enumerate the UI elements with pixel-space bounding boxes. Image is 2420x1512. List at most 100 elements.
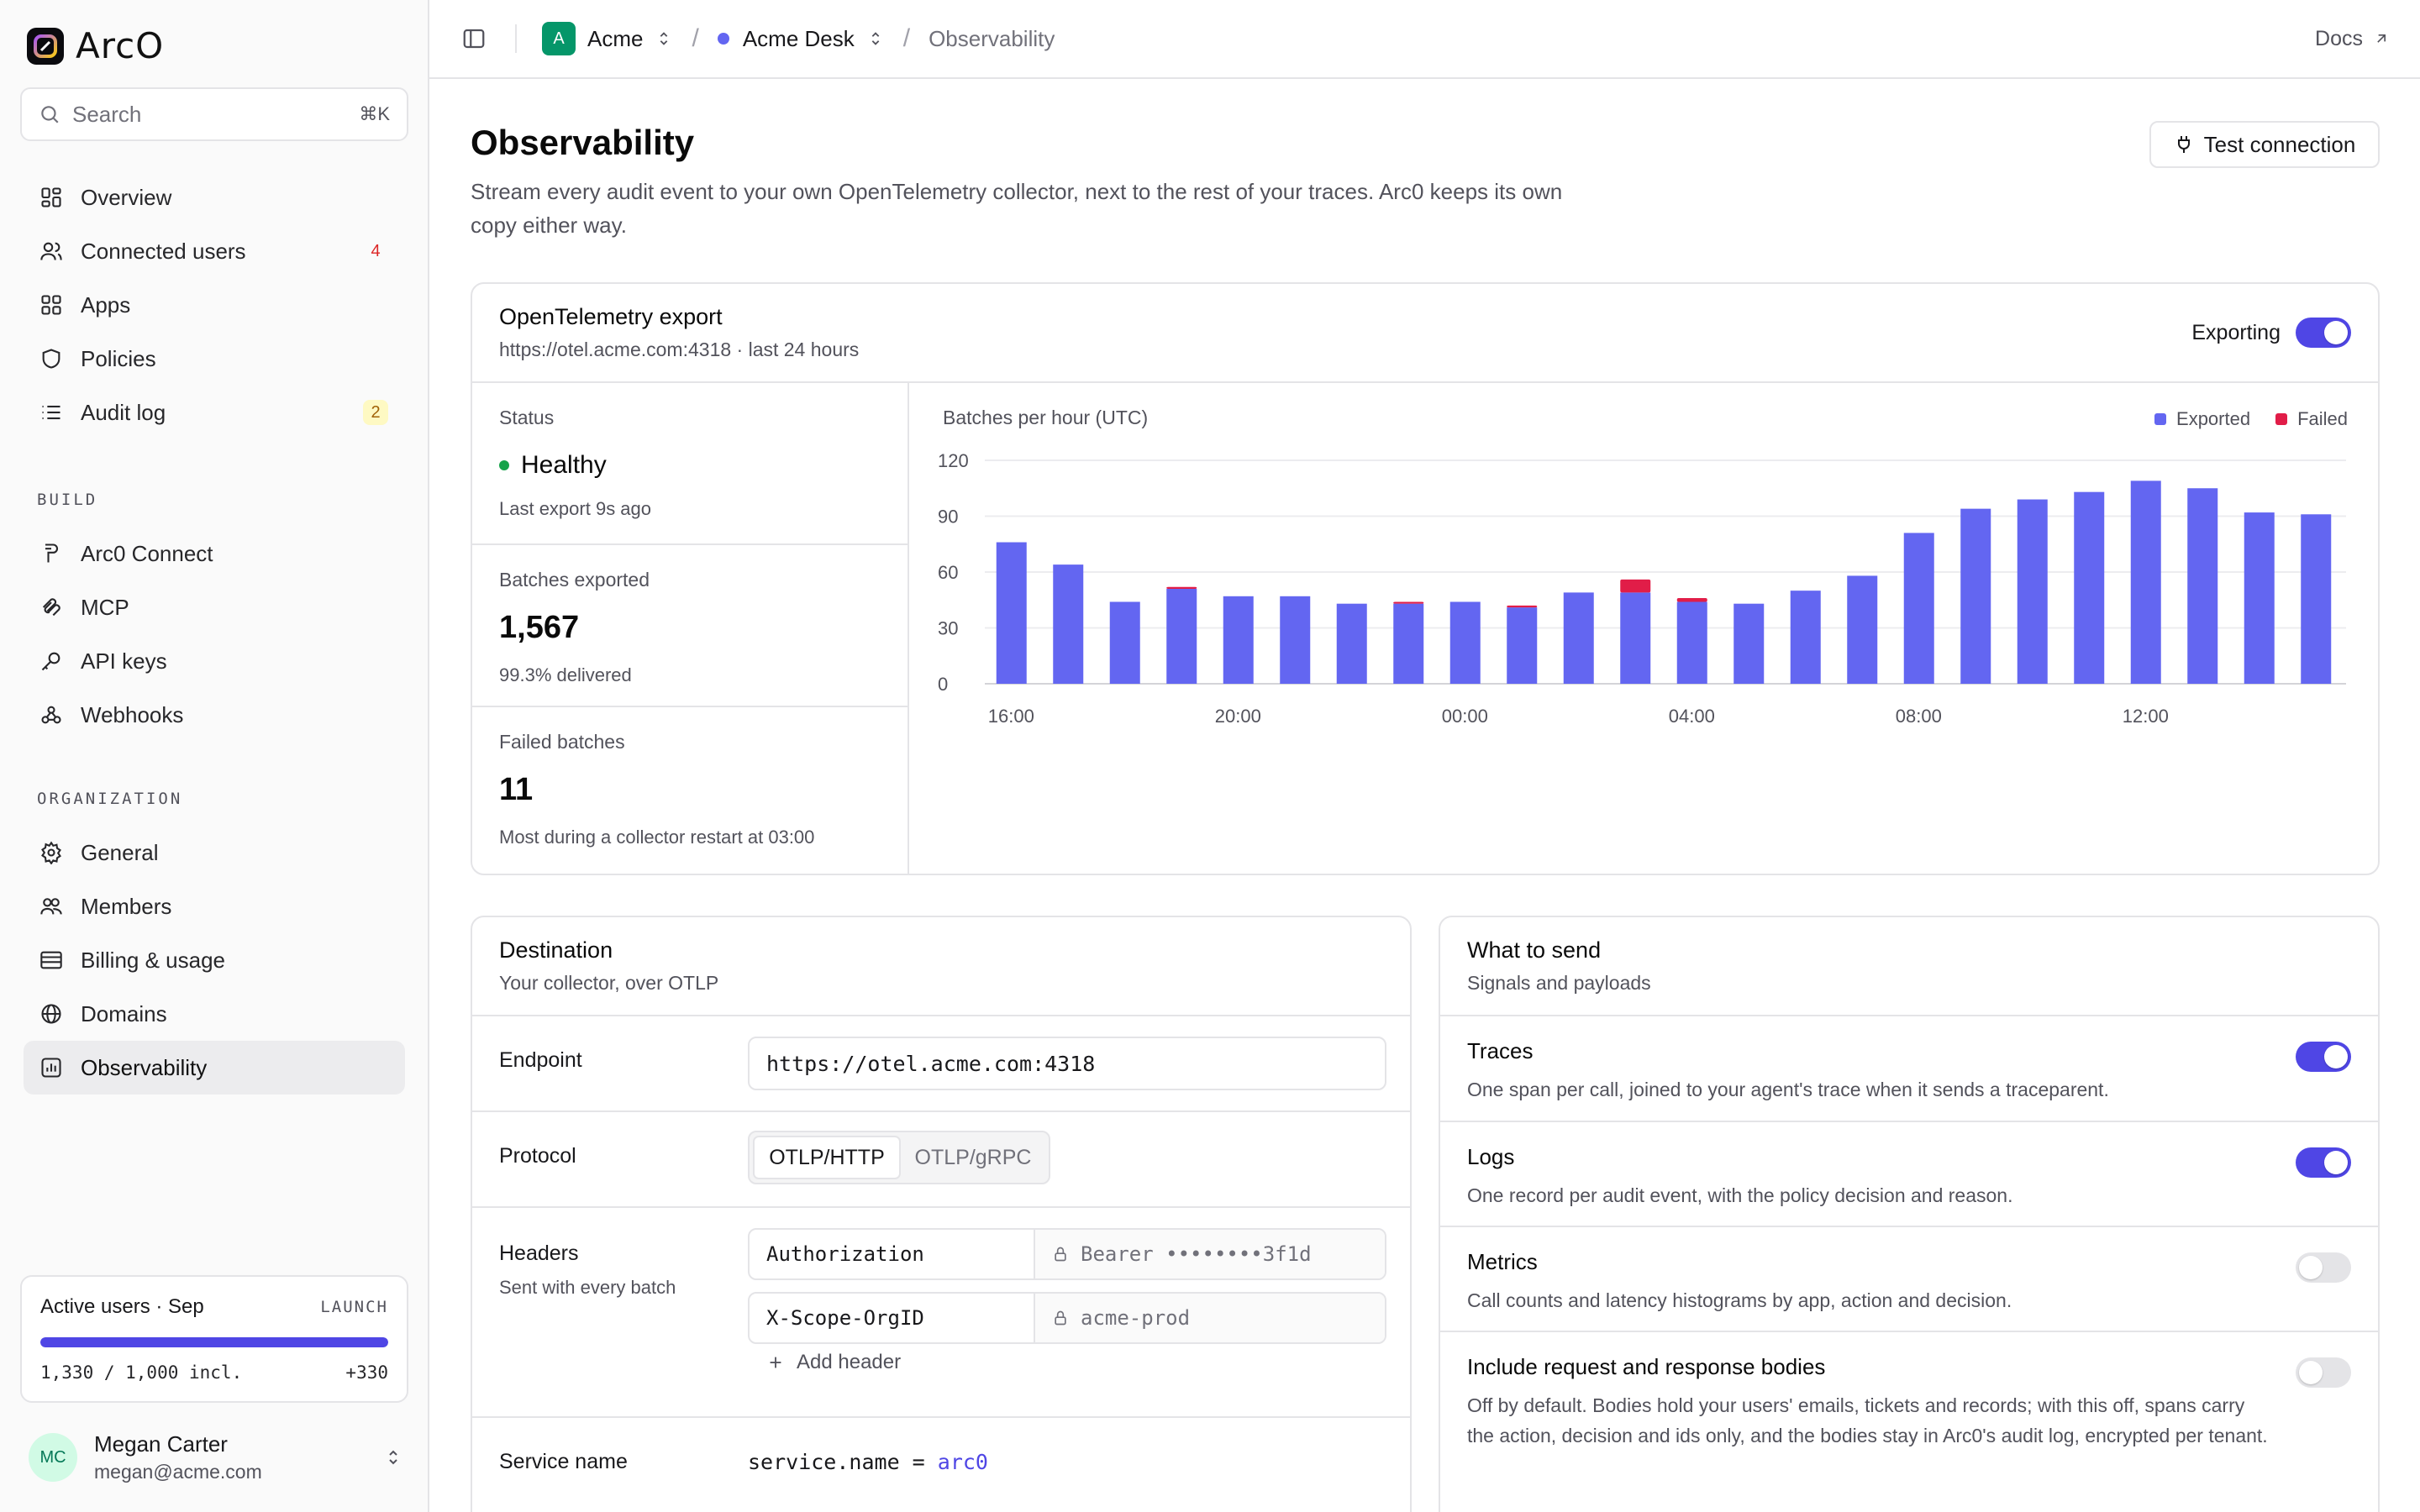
signal-title: Metrics <box>1467 1249 1538 1274</box>
sidebar: ArcO Search ⌘K Overview Connected users … <box>0 0 429 1512</box>
usage-card[interactable]: Active users · Sep LAUNCH 1,330 / 1,000 … <box>20 1275 408 1403</box>
avatar: MC <box>29 1433 77 1482</box>
signal-description: Off by default. Bodies hold your users' … <box>1467 1394 2268 1446</box>
users-icon <box>39 239 64 264</box>
signal-row-metrics: Metrics Call counts and latency histogra… <box>1440 1227 2378 1332</box>
breadcrumb: A Acme / Acme Desk / Observability <box>542 22 1055 55</box>
topbar: A Acme / Acme Desk / Observability Docs <box>429 0 2420 79</box>
plug-icon <box>2177 136 2190 153</box>
bar-exported <box>2187 488 2218 684</box>
build-nav: Arc0 Connect MCP API keys Webhooks <box>24 527 405 742</box>
sidebar-item-webhooks[interactable]: Webhooks <box>24 688 405 742</box>
bar-exported <box>1847 575 1878 684</box>
signal-row-bodies: Include request and response bodies Off … <box>1440 1332 2378 1512</box>
docs-link[interactable]: Docs <box>2315 27 2390 51</box>
divider <box>515 24 517 53</box>
logo[interactable]: ArcO <box>27 25 164 66</box>
add-header-button[interactable]: Add header <box>766 1351 901 1374</box>
breadcrumb-org[interactable]: Acme <box>587 25 644 51</box>
sidebar-item-label: Webhooks <box>81 701 184 727</box>
lock-icon <box>1055 1310 1066 1326</box>
bodies-toggle[interactable] <box>2296 1357 2351 1388</box>
sidebar-item-label: API keys <box>81 648 167 674</box>
header-value-input[interactable]: acme-prod <box>1035 1294 1385 1342</box>
search-input[interactable]: Search ⌘K <box>20 87 408 141</box>
bar-exported <box>1280 596 1311 684</box>
key-icon <box>39 648 64 674</box>
test-connection-button[interactable]: Test connection <box>2149 121 2380 168</box>
gear-icon <box>39 840 64 865</box>
sidebar-item-mcp[interactable]: MCP <box>24 580 405 634</box>
sidebar-item-audit-log[interactable]: Audit log 2 <box>24 386 405 439</box>
exporting-toggle[interactable] <box>2296 318 2351 348</box>
legend-swatch <box>2275 413 2288 425</box>
toggle-knob <box>2324 1151 2348 1174</box>
chart-plot: 0 30 60 90 120 16:00 20:00 00:00 04:00 08:00 12:00 <box>938 450 2346 727</box>
chevron-up-down-icon[interactable] <box>655 29 673 48</box>
destination-card: Destination Your collector, over OTLP En… <box>471 916 1412 1512</box>
endpoint-input[interactable]: https://otel.acme.com:4318 <box>748 1037 1386 1090</box>
chart-title: Batches per hour (UTC) <box>943 407 1149 428</box>
section-label-organization: ORGANIZATION <box>37 790 183 808</box>
section-label-build: BUILD <box>37 491 98 509</box>
sidebar-item-arc0-connect[interactable]: Arc0 Connect <box>24 527 405 580</box>
sidebar-item-label: Arc0 Connect <box>81 540 213 566</box>
sidebar-item-label: MCP <box>81 594 129 620</box>
y-tick-label: 120 <box>938 450 969 471</box>
legend-swatch <box>2154 413 2167 425</box>
sidebar-item-apps[interactable]: Apps <box>24 278 405 332</box>
list-icon <box>39 400 64 425</box>
sidebar-item-api-keys[interactable]: API keys <box>24 634 405 688</box>
bar-exported <box>1166 588 1197 684</box>
logs-toggle[interactable] <box>2296 1147 2351 1178</box>
header-key-input[interactable]: Authorization <box>750 1230 1035 1278</box>
chevron-up-down-icon[interactable] <box>866 29 885 48</box>
service-name-value[interactable]: service.name = arc0 <box>748 1450 988 1474</box>
sidebar-item-overview[interactable]: Overview <box>24 171 405 224</box>
endpoint-row: Endpoint https://otel.acme.com:4318 <box>472 1016 1410 1112</box>
exporting-label: Exporting <box>2191 320 2281 344</box>
card-subtitle: Your collector, over OTLP <box>499 972 719 994</box>
protocol-option-grpc[interactable]: OTLP/gRPC <box>914 1145 1032 1169</box>
sidebar-item-label: Audit log <box>81 399 166 425</box>
shield-icon <box>39 346 64 371</box>
sidebar-item-billing[interactable]: Billing & usage <box>24 933 405 987</box>
sidebar-item-general[interactable]: General <box>24 826 405 879</box>
signal-description: One span per call, joined to your agent'… <box>1467 1079 2109 1100</box>
user-menu[interactable]: MC Megan Carter megan@acme.com <box>29 1428 403 1487</box>
sidebar-item-policies[interactable]: Policies <box>24 332 405 386</box>
usage-count: 1,330 / 1,000 incl. <box>40 1362 243 1383</box>
header-value-input[interactable]: Bearer ••••••••3f1d <box>1035 1230 1385 1278</box>
sidebar-item-label: Connected users <box>81 238 246 264</box>
mcp-icon <box>39 595 64 620</box>
docs-label: Docs <box>2315 26 2363 50</box>
stat-exported: Batches exported 1,567 99.3% delivered <box>472 545 908 707</box>
grid-icon <box>39 185 64 210</box>
x-tick-label: 12:00 <box>2123 706 2169 727</box>
protocol-option-http[interactable]: OTLP/HTTP <box>753 1136 901 1179</box>
sidebar-toggle-icon[interactable] <box>461 26 487 51</box>
service-key: service.name = <box>748 1450 938 1474</box>
signal-row-logs: Logs One record per audit event, with th… <box>1440 1122 2378 1227</box>
header-pair: Authorization Bearer ••••••••3f1d <box>748 1228 1386 1280</box>
breadcrumb-project[interactable]: Acme Desk <box>742 25 855 51</box>
metrics-toggle[interactable] <box>2296 1252 2351 1283</box>
bar-exported <box>2130 480 2161 684</box>
sidebar-item-label: Observability <box>81 1054 208 1080</box>
sidebar-item-label: Policies <box>81 345 156 371</box>
chart-icon <box>39 1055 64 1080</box>
sidebar-item-domains[interactable]: Domains <box>24 987 405 1041</box>
y-tick-label: 30 <box>938 618 958 639</box>
bar-exported <box>1393 603 1424 684</box>
sidebar-item-observability[interactable]: Observability <box>24 1041 405 1095</box>
traces-toggle[interactable] <box>2296 1042 2351 1072</box>
sidebar-item-connected-users[interactable]: Connected users 4 <box>24 224 405 278</box>
signal-title: Traces <box>1467 1038 1534 1063</box>
signal-row-traces: Traces One span per call, joined to your… <box>1440 1016 2378 1122</box>
members-icon <box>39 894 64 919</box>
sidebar-item-members[interactable]: Members <box>24 879 405 933</box>
bar-exported <box>1903 533 1934 684</box>
globe-icon <box>39 1001 64 1026</box>
healthy-dot-icon <box>499 460 509 470</box>
header-key-input[interactable]: X-Scope-OrgID <box>750 1294 1035 1342</box>
